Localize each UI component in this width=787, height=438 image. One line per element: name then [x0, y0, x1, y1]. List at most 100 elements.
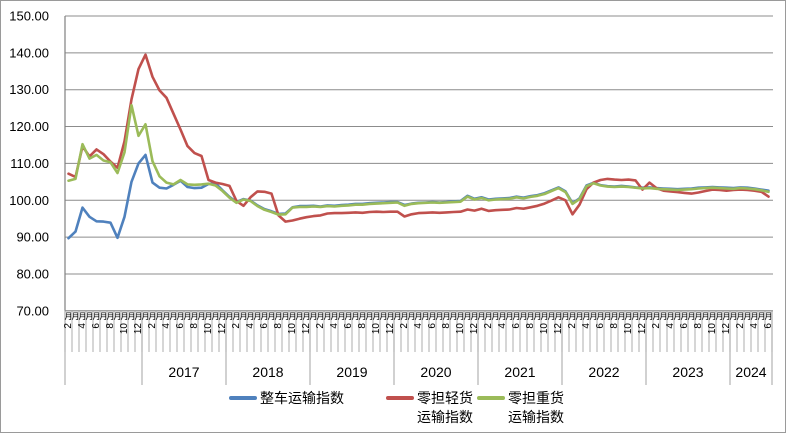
month-unit-glyph: 月 [289, 312, 297, 321]
month-unit-glyph: 月 [331, 312, 339, 321]
month-unit-glyph: 月 [639, 312, 647, 321]
month-unit-glyph: 月 [457, 312, 465, 321]
month-unit-glyph: 月 [345, 312, 353, 321]
month-unit-glyph: 月 [646, 312, 654, 321]
month-unit-glyph: 月 [233, 312, 241, 321]
month-unit-glyph: 月 [156, 312, 164, 321]
month-number-label: 10 [287, 323, 298, 335]
month-number-label: 2 [315, 323, 326, 329]
y-axis-label: 120.00 [9, 119, 49, 134]
month-unit-glyph: 月 [401, 312, 409, 321]
month-number-label: 2 [651, 323, 662, 329]
month-unit-glyph: 月 [359, 312, 367, 321]
month-number-label: 10 [455, 323, 466, 335]
y-axis-label: 140.00 [9, 45, 49, 60]
month-number-label: 8 [609, 323, 620, 329]
month-unit-glyph: 月 [590, 312, 598, 321]
month-unit-glyph: 月 [184, 312, 192, 321]
year-label: 2023 [672, 364, 703, 380]
month-number-label: 10 [707, 323, 718, 335]
month-unit-glyph: 月 [268, 312, 276, 321]
month-unit-glyph: 月 [429, 312, 437, 321]
month-unit-glyph: 月 [247, 312, 255, 321]
month-unit-glyph: 月 [100, 312, 108, 321]
month-number-label: 8 [525, 323, 536, 329]
month-number-label: 2 [63, 323, 74, 329]
month-unit-glyph: 月 [93, 312, 101, 321]
month-number-label: 2 [147, 323, 158, 329]
month-unit-glyph: 月 [555, 312, 563, 321]
month-unit-glyph: 月 [716, 312, 724, 321]
month-unit-glyph: 月 [135, 312, 143, 321]
legend-label: 零担重货 [508, 390, 564, 406]
month-number-label: 2 [231, 323, 242, 329]
month-unit-glyph: 月 [310, 312, 318, 321]
month-unit-glyph: 月 [548, 312, 556, 321]
month-unit-glyph: 月 [72, 312, 80, 321]
month-unit-glyph: 月 [324, 312, 332, 321]
month-number-label: 6 [763, 323, 774, 329]
month-unit-glyph: 月 [261, 312, 269, 321]
legend-item-ltl-light-index: 零担轻货 运输指数 [386, 389, 473, 426]
month-number-label: 10 [539, 323, 550, 335]
y-axis-label: 100.00 [9, 193, 49, 208]
month-unit-glyph: 月 [702, 312, 710, 321]
month-unit-glyph: 月 [121, 312, 129, 321]
month-number-label: 4 [77, 323, 88, 329]
month-number-label: 12 [385, 323, 396, 335]
month-unit-glyph: 月 [541, 312, 549, 321]
month-number-label: 12 [553, 323, 564, 335]
month-unit-glyph: 月 [688, 312, 696, 321]
month-number-label: 8 [357, 323, 368, 329]
legend-item-ltl-heavy-index: 零担重货 运输指数 [477, 389, 564, 426]
month-unit-glyph: 月 [618, 312, 626, 321]
month-unit-glyph: 月 [485, 312, 493, 321]
month-number-label: 4 [161, 323, 172, 329]
month-unit-glyph: 月 [436, 312, 444, 321]
month-number-label: 12 [469, 323, 480, 335]
month-number-label: 6 [595, 323, 606, 329]
month-unit-glyph: 月 [751, 312, 759, 321]
month-unit-glyph: 月 [611, 312, 619, 321]
month-unit-glyph: 月 [219, 312, 227, 321]
month-unit-glyph: 月 [107, 312, 115, 321]
month-number-label: 4 [329, 323, 340, 329]
month-unit-glyph: 月 [79, 312, 87, 321]
month-number-label: 4 [749, 323, 760, 329]
month-unit-glyph: 月 [422, 312, 430, 321]
month-unit-glyph: 月 [275, 312, 283, 321]
month-unit-glyph: 月 [681, 312, 689, 321]
year-label: 2022 [588, 364, 619, 380]
month-number-label: 2 [567, 323, 578, 329]
month-number-label: 6 [511, 323, 522, 329]
month-unit-glyph: 月 [380, 312, 388, 321]
y-axis-label: 110.00 [10, 156, 49, 171]
month-unit-glyph: 月 [625, 312, 633, 321]
month-number-label: 6 [679, 323, 690, 329]
month-number-label: 6 [175, 323, 186, 329]
month-unit-glyph: 月 [366, 312, 374, 321]
month-unit-glyph: 月 [191, 312, 199, 321]
month-unit-glyph: 月 [317, 312, 325, 321]
month-unit-glyph: 月 [632, 312, 640, 321]
month-unit-glyph: 月 [527, 312, 535, 321]
year-label: 2019 [336, 364, 367, 380]
month-number-label: 10 [623, 323, 634, 335]
month-unit-glyph: 月 [338, 312, 346, 321]
month-unit-glyph: 月 [149, 312, 157, 321]
month-unit-glyph: 月 [394, 312, 402, 321]
month-unit-glyph: 月 [604, 312, 612, 321]
month-unit-glyph: 月 [198, 312, 206, 321]
month-unit-glyph: 月 [65, 312, 73, 321]
month-number-label: 6 [343, 323, 354, 329]
month-number-label: 12 [637, 323, 648, 335]
month-number-label: 2 [399, 323, 410, 329]
y-axis-label: 80.00 [16, 266, 49, 281]
month-unit-glyph: 月 [723, 312, 731, 321]
month-unit-glyph: 月 [373, 312, 381, 321]
month-unit-glyph: 月 [128, 312, 136, 321]
month-number-label: 4 [581, 323, 592, 329]
month-unit-glyph: 月 [583, 312, 591, 321]
